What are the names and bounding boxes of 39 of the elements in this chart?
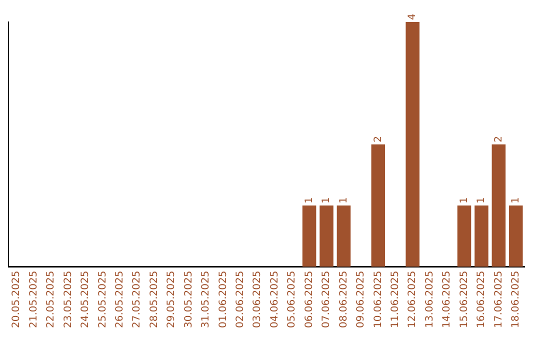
x-tick-label: 18.06.2025 xyxy=(510,270,522,328)
x-tick-label: 30.05.2025 xyxy=(183,270,194,328)
data-label: 1 xyxy=(321,197,332,204)
x-tick-label: 21.05.2025 xyxy=(28,270,40,328)
x-tick-label: 04.06.2025 xyxy=(269,270,280,328)
x-tick-label: 29.05.2025 xyxy=(166,270,178,328)
x-tick-label: 28.05.2025 xyxy=(148,270,160,328)
data-label: 2 xyxy=(493,136,504,142)
x-tick-label: 15.06.2025 xyxy=(458,270,470,328)
x-tick-label: 11.06.2025 xyxy=(390,270,401,328)
x-tick-label: 26.05.2025 xyxy=(114,270,126,328)
x-tick-label: 23.05.2025 xyxy=(62,270,74,328)
x-tick-label: 12.06.2025 xyxy=(407,270,418,328)
x-tick-label: 07.06.2025 xyxy=(321,270,332,328)
x-tick-label: 14.06.2025 xyxy=(442,270,453,328)
x-tick-label: 05.06.2025 xyxy=(286,270,298,328)
x-tick-label: 01.06.2025 xyxy=(218,270,229,328)
x-tick-label: 13.06.2025 xyxy=(424,270,436,328)
x-tick-label: 03.06.2025 xyxy=(252,270,264,328)
x-tick-label: 09.06.2025 xyxy=(356,270,367,328)
data-label: 4 xyxy=(407,14,418,20)
x-tick-label: 16.06.2025 xyxy=(476,270,488,328)
x-tick-label: 08.06.2025 xyxy=(338,270,350,328)
x-tick-label: 02.06.2025 xyxy=(235,270,246,328)
data-label: 1 xyxy=(338,197,350,204)
x-tick-label: 10.06.2025 xyxy=(372,270,384,328)
data-label: 1 xyxy=(304,197,315,204)
x-tick-label: 20.05.2025 xyxy=(11,270,22,328)
x-tick-label: 25.05.2025 xyxy=(97,270,108,328)
data-label: 1 xyxy=(458,197,470,204)
x-tick-label: 17.06.2025 xyxy=(493,270,504,328)
x-tick-label: 24.05.2025 xyxy=(80,270,92,328)
x-tick-label: 31.05.2025 xyxy=(200,270,212,328)
x-tick-label: 22.05.2025 xyxy=(46,270,57,328)
data-label: 1 xyxy=(510,197,522,204)
x-tick-label: 27.05.2025 xyxy=(132,270,143,328)
data-label: 1 xyxy=(476,197,488,204)
x-tick-label: 06.06.2025 xyxy=(304,270,315,328)
data-label: 2 xyxy=(372,136,384,142)
